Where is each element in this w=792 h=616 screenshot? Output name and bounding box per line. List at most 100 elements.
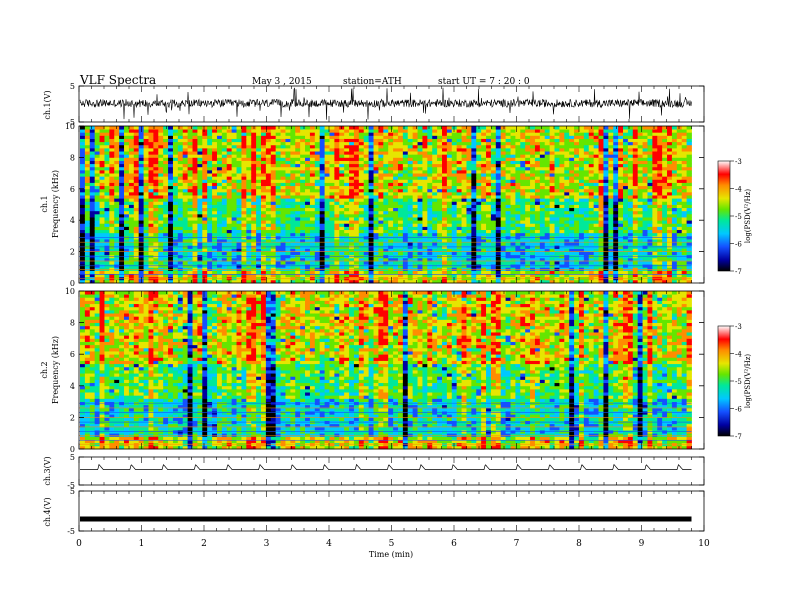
- sp1-cell: [413, 214, 418, 218]
- sp1-cell: [457, 176, 462, 180]
- sp1-cell: [466, 139, 471, 143]
- sp1-cell: [398, 214, 403, 218]
- sp1-cell: [349, 154, 354, 158]
- sp1-cell: [320, 230, 325, 234]
- sp1-cell: [491, 151, 496, 155]
- sp1-cell: [486, 242, 491, 246]
- sp1-cell: [481, 233, 486, 237]
- sp1-cell: [408, 157, 413, 161]
- sp1-cell: [545, 139, 550, 143]
- sp1-cell: [520, 173, 525, 177]
- sp1-cell: [506, 135, 511, 139]
- sp1-cell: [80, 176, 85, 180]
- sp1-cell: [422, 192, 427, 196]
- sp1-cell: [183, 242, 188, 246]
- sp1-cell: [188, 167, 193, 171]
- sp1-cell: [530, 205, 535, 209]
- sp1-cell: [388, 161, 393, 165]
- sp1-cell: [466, 201, 471, 205]
- sp1-cell: [447, 261, 452, 265]
- sp1-cell: [383, 217, 388, 221]
- sp1-cell: [374, 217, 379, 221]
- sp1-cell: [188, 132, 193, 136]
- sp1-cell: [178, 164, 183, 168]
- sp1-cell: [452, 173, 457, 177]
- sp1-cell: [104, 195, 109, 199]
- sp1-cell: [378, 201, 383, 205]
- sp1-cell: [442, 173, 447, 177]
- sp1-cell: [398, 132, 403, 136]
- sp1-cell: [232, 161, 237, 165]
- sp1-cell: [511, 214, 516, 218]
- sp1-cell: [457, 267, 462, 271]
- sp1-cell: [369, 217, 374, 221]
- sp1-cell: [359, 242, 364, 246]
- sp1-cell: [462, 148, 467, 152]
- sp1-cell: [129, 217, 134, 221]
- sp1-cell: [246, 135, 251, 139]
- sp1-cell: [344, 217, 349, 221]
- sp1-cell: [344, 148, 349, 152]
- sp1-cell: [124, 157, 129, 161]
- ch1-ytick-label: 5: [70, 82, 75, 91]
- sp1-cell: [124, 139, 129, 143]
- sp1-cell: [555, 201, 560, 205]
- sp1-cell: [329, 205, 334, 209]
- sp1-cell: [388, 126, 393, 130]
- sp1-cell: [491, 139, 496, 143]
- sp1-cell: [90, 176, 95, 180]
- sp1-cell: [114, 189, 119, 193]
- sp1-cell: [344, 126, 349, 130]
- sp1-cell: [217, 176, 222, 180]
- sp1-cell: [393, 233, 398, 237]
- sp1-cell: [535, 226, 540, 230]
- sp1-cell: [285, 176, 290, 180]
- sp1-cell: [320, 154, 325, 158]
- sp1-cell: [266, 145, 271, 149]
- sp1-cell: [305, 145, 310, 149]
- sp1-cell: [129, 261, 134, 265]
- sp1-cell: [305, 267, 310, 271]
- sp1-cell: [413, 261, 418, 265]
- sp1-cell: [139, 223, 144, 227]
- sp1-cell: [310, 261, 315, 265]
- sp1-cell: [501, 226, 506, 230]
- sp1-cell: [511, 135, 516, 139]
- sp1-cell: [442, 208, 447, 212]
- sp1-cell: [442, 242, 447, 246]
- sp1-cell: [285, 217, 290, 221]
- sp1-cell: [511, 170, 516, 174]
- sp1-cell: [139, 161, 144, 165]
- sp1-cell: [188, 179, 193, 183]
- sp1-cell: [447, 126, 452, 130]
- sp1-cell: [408, 226, 413, 230]
- sp1-cell: [388, 208, 393, 212]
- sp1-cell: [481, 242, 486, 246]
- sp1-cell: [506, 176, 511, 180]
- sp1-cell: [222, 173, 227, 177]
- sp1-cell: [506, 167, 511, 171]
- sp1-cell: [398, 170, 403, 174]
- sp1-cell: [540, 129, 545, 133]
- sp1-cell: [305, 142, 310, 146]
- sp1-cell: [207, 157, 212, 161]
- sp1-cell: [295, 220, 300, 224]
- sp1-cell: [427, 135, 432, 139]
- sp1-cell: [378, 261, 383, 265]
- sp1-cell: [95, 267, 100, 271]
- sp1-cell: [535, 192, 540, 196]
- sp1-cell: [447, 176, 452, 180]
- sp1-cell: [393, 139, 398, 143]
- sp1-cell: [496, 252, 501, 256]
- sp1-cell: [418, 211, 423, 215]
- sp1-cell: [476, 233, 481, 237]
- sp1-cell: [320, 142, 325, 146]
- sp1-cell: [447, 189, 452, 193]
- sp1-cell: [232, 192, 237, 196]
- sp1-cell: [476, 270, 481, 274]
- sp1-cell: [197, 157, 202, 161]
- sp1-cell: [378, 192, 383, 196]
- sp1-cell: [334, 267, 339, 271]
- sp1-cell: [124, 217, 129, 221]
- sp1-cell: [300, 217, 305, 221]
